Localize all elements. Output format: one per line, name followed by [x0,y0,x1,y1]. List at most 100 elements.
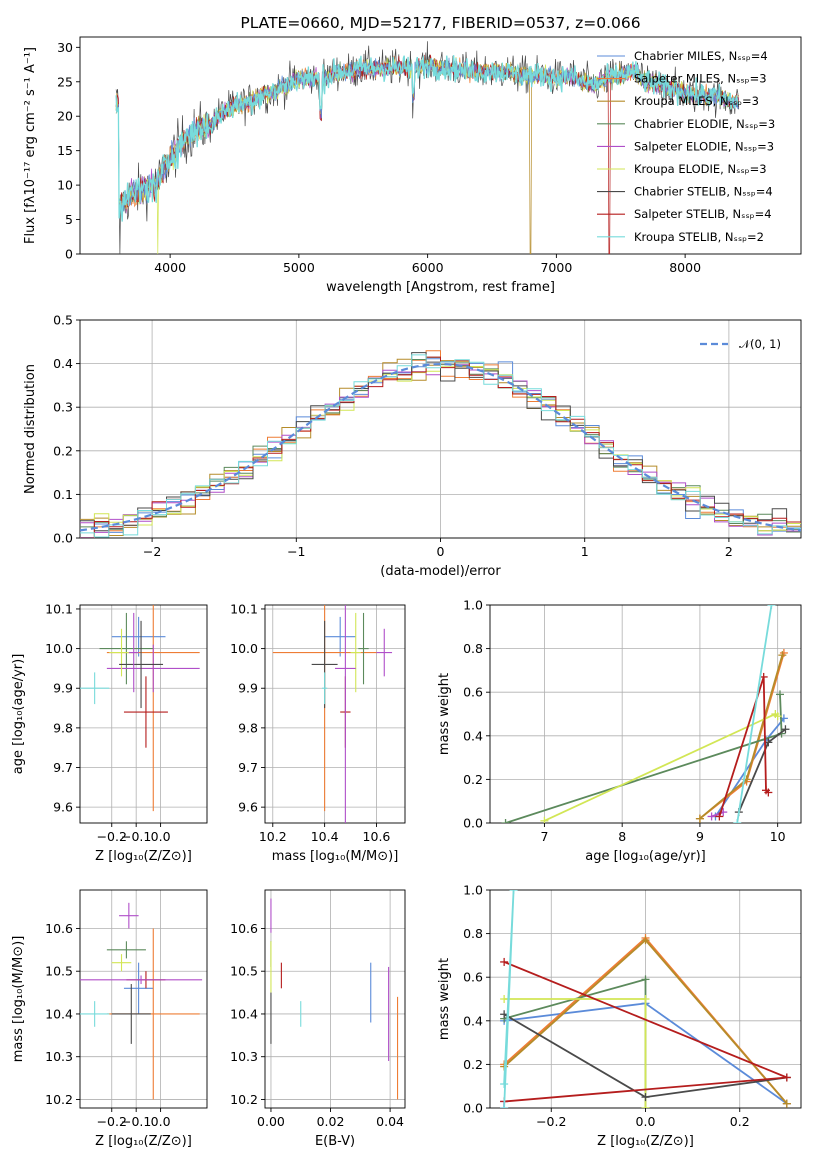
x-axis-label: age [log₁₀(age/yr)] [585,849,706,864]
x-tick-label: 2 [725,544,733,559]
error-bars [80,902,203,1100]
error-bars [272,605,393,823]
y-tick-label: 0.5 [53,313,73,328]
y-tick-label: 0.4 [463,728,483,743]
y-tick-label: 0.4 [53,356,73,371]
legend-label: 𝒩(0, 1) [739,337,781,351]
x-tick-label: 4000 [154,260,186,275]
y-axis-label: Flux [fλ10⁻¹⁷ erg cm⁻² s⁻¹ A⁻¹] [23,47,38,244]
y-tick-label: 10.2 [45,1092,73,1107]
chart-title: PLATE=0660, MJD=52177, FIBERID=0537, z=0… [240,14,640,32]
y-tick-label: 9.9 [238,681,258,696]
y-tick-label: 0.6 [463,970,483,985]
y-tick-label: 1.0 [463,598,483,613]
x-tick-label: 9 [696,829,704,844]
x-tick-label: 7 [540,829,548,844]
legend-label: Salpeter STELIB, Nₛₛₚ=4 [634,207,772,221]
y-tick-label: 20 [57,109,73,124]
y-tick-label: 0.8 [463,926,483,941]
x-tick-label: 10.2 [259,829,287,844]
y-tick-label: 1.0 [463,883,483,898]
y-tick-label: 10.1 [45,601,73,616]
x-tick-label: 10.6 [363,829,391,844]
error-bars [80,605,200,812]
spectrum-series-kroupa_stelib [115,55,740,222]
normal-curve [80,362,801,532]
weight-lines [501,605,790,823]
y-tick-label: 9.6 [53,800,73,815]
y-tick-label: 0.2 [463,1057,483,1072]
axes-frame [79,319,802,539]
spectrum-lines [115,41,740,254]
x-axis-label: (data-model)/error [380,564,501,579]
axes-frame [79,604,208,824]
y-tick-label: 10.5 [230,964,258,979]
y-axis-label: mass weight [437,673,452,755]
y-tick-label: 0.2 [463,772,483,787]
x-axis-label: mass [log₁₀(M/M⊙)] [272,849,399,864]
y-tick-label: 9.9 [53,681,73,696]
weight-line-salpeter_stelib [718,676,769,817]
y-tick-label: 10 [57,178,73,193]
y-tick-label: 0.4 [463,1013,483,1028]
y-tick-label: 9.8 [238,720,258,735]
x-tick-label: 7000 [540,260,572,275]
y-tick-label: 30 [57,40,73,55]
axes-frame [264,889,406,1109]
weight-line-kroupa_stelib [503,890,515,1108]
y-tick-label: 0.6 [463,685,483,700]
y-tick-label: 9.8 [53,720,73,735]
y-tick-label: 0.3 [53,400,73,415]
histograms [80,350,801,538]
histogram-chabrier_stelib [80,352,801,532]
x-axis-label: Z [log₁₀(Z/Z⊙)] [95,849,192,864]
y-tick-label: 0.0 [463,1101,483,1116]
axes-frame [264,604,406,824]
y-tick-label: 0.0 [463,816,483,831]
y-tick-label: 10.2 [230,1092,258,1107]
y-tick-label: 10.0 [45,641,73,656]
axes-frame [79,36,802,255]
x-tick-label: −0.1 [121,829,151,844]
y-tick-label: 9.7 [53,760,73,775]
y-tick-label: 10.4 [230,1006,258,1021]
x-tick-label: 5000 [283,260,315,275]
y-tick-label: 0.8 [463,641,483,656]
y-tick-label: 0.2 [53,443,73,458]
x-tick-label: 0.0 [151,829,171,844]
y-tick-label: 10.0 [230,641,258,656]
y-axis-label: age [log₁₀(age/yr)] [11,654,26,775]
legend-label: Kroupa STELIB, Nₛₛₚ=2 [634,230,764,244]
legend-label: Kroupa MILES, Nₛₛₚ=3 [634,94,759,108]
x-tick-label: 0.2 [730,1114,750,1129]
x-tick-label: −0.2 [97,1114,127,1129]
x-axis-label: Z [log₁₀(Z/Z⊙)] [95,1134,192,1149]
y-tick-label: 0.0 [53,531,73,546]
y-axis-label: Normed distribution [23,364,38,494]
y-axis-label: mass [log₁₀(M/M⊙)] [11,936,26,1063]
y-tick-label: 5 [65,212,73,227]
y-tick-label: 25 [57,74,73,89]
legend-label: Salpeter ELODIE, Nₛₛₚ=3 [634,139,774,153]
legend-label: Chabrier ELODIE, Nₛₛₚ=3 [634,117,775,131]
y-tick-label: 0 [65,247,73,262]
x-tick-label: 8 [618,829,626,844]
legend-label: Kroupa ELODIE, Nₛₛₚ=3 [634,162,767,176]
x-tick-label: −0.2 [536,1114,566,1129]
x-tick-label: 0.00 [257,1114,285,1129]
y-tick-label: 10.4 [45,1006,73,1021]
y-tick-label: 10.1 [230,601,258,616]
y-tick-label: 15 [57,143,73,158]
x-tick-label: −0.2 [97,829,127,844]
x-tick-label: 1 [581,544,589,559]
y-tick-label: 9.7 [238,760,258,775]
y-tick-label: 0.1 [53,487,73,502]
y-tick-label: 10.3 [45,1049,73,1064]
x-axis-label: E(B-V) [315,1134,355,1149]
legend-label: Chabrier MILES, Nₛₛₚ=4 [634,49,768,63]
y-tick-label: 10.6 [45,921,73,936]
x-axis-label: Z [log₁₀(Z/Z⊙)] [597,1134,694,1149]
weight-lines [500,890,791,1108]
legend-label: Chabrier STELIB, Nₛₛₚ=4 [634,185,773,199]
